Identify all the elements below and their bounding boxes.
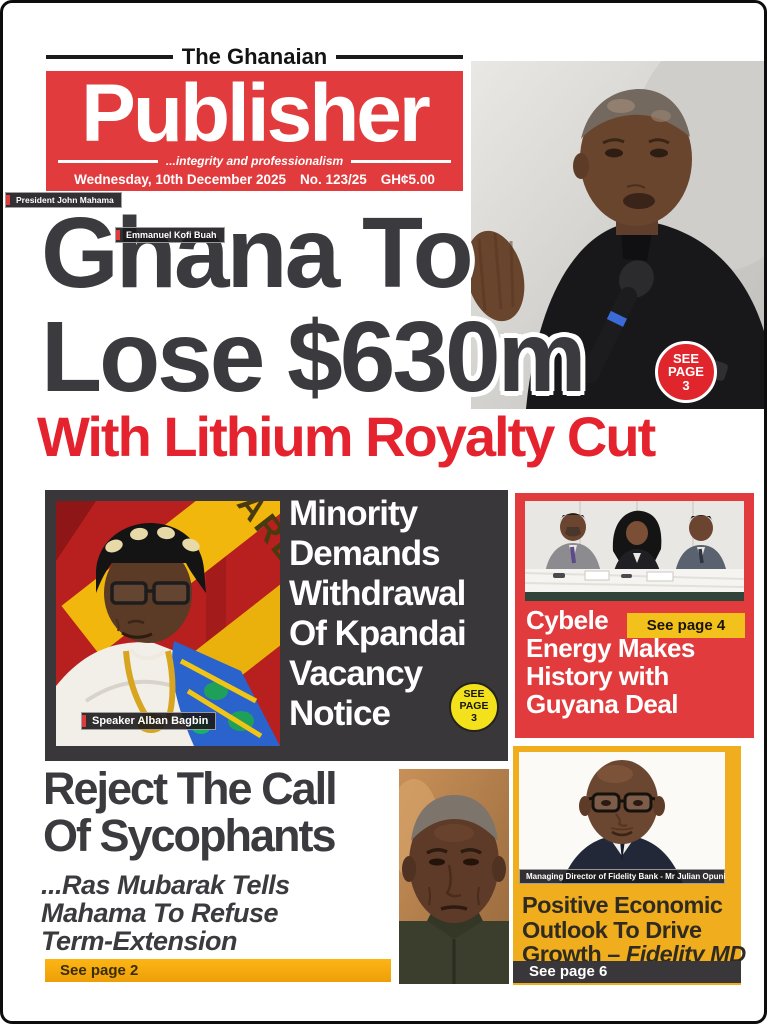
minority-headline-line: Minority [289, 494, 418, 533]
fidelity-see-page-bar: See page 6 [513, 961, 741, 983]
minority-photo-caption: Speaker Alban Bagbin [81, 712, 217, 730]
cybele-headline-line: Guyana Deal [526, 689, 679, 719]
lead-headline-line2: Lose $630m [41, 301, 587, 413]
masthead-price: GH¢5.00 [380, 172, 435, 187]
caption-accent [6, 195, 10, 205]
minority-photo: PARLI GH [56, 501, 280, 746]
fidelity-photo-caption-text: Managing Director of Fidelity Bank - Mr … [526, 872, 726, 881]
tagline-rule-right [351, 159, 451, 163]
fidelity-photo [519, 752, 725, 884]
badge-line: 3 [471, 711, 477, 724]
fidelity-photo-caption: Managing Director of Fidelity Bank - Mr … [519, 869, 726, 884]
masthead-kicker: The Ghanaian [181, 44, 328, 69]
lead-subheadline: With Lithium Royalty Cut [37, 405, 656, 468]
masthead-kicker-row: The Ghanaian [46, 44, 464, 69]
lead-see-page-badge: SEE PAGE 3 [655, 341, 717, 403]
cybele-see-page-badge: See page 4 [627, 613, 745, 638]
masthead-dateline: Wednesday, 10th December 2025 No. 123/25 G… [46, 172, 463, 187]
sycophants-headline: Reject The Call Of Sycophants [43, 763, 338, 861]
badge-line: 3 [682, 377, 690, 393]
lead-headline-line1: Ghana To [41, 197, 474, 309]
cybele-story-panel: See page 4 Cybele Energy Makes History w… [515, 493, 754, 738]
badge-line: PAGE [459, 700, 489, 713]
tagline-rule-left [58, 159, 158, 163]
caption-accent [116, 230, 120, 240]
masthead-date: Wednesday, 10th December 2025 [74, 172, 286, 187]
mahama-photo-illustration [399, 769, 509, 984]
cybele-headline-line: Cybele [526, 605, 609, 635]
cybele-headline-line: History with [526, 661, 669, 691]
masthead-tagline: ...integrity and professionalism [165, 154, 344, 168]
lead-photo-caption: Emmanuel Kofi Buah [115, 227, 225, 243]
cybele-photo-illustration [525, 501, 744, 601]
fidelity-headline-line: Outlook To Drive [522, 916, 702, 943]
masthead-title: Publisher [81, 71, 431, 159]
cybele-headline-line: Energy Makes [526, 633, 695, 663]
sycophants-subheadline-line: Term-Extension [41, 926, 238, 956]
minority-headline: Minority Demands Withdrawal Of Kpandai V… [289, 494, 467, 734]
caption-accent [82, 715, 86, 727]
minority-headline-line: Notice [289, 694, 391, 733]
mahama-photo-caption-text: President John Mahama [16, 195, 114, 205]
masthead-tagline-row: ...integrity and professionalism [58, 154, 451, 168]
cybele-photo [525, 501, 744, 601]
sycophants-subheadline: ...Ras Mubarak Tells Mahama To Refuse Te… [41, 871, 290, 955]
fidelity-photo-illustration [519, 752, 725, 884]
kicker-rule-left [46, 55, 173, 59]
sycophants-headline-line: Of Sycophants [43, 810, 337, 861]
cybele-headline: Cybele Energy Makes History with Guyana … [526, 606, 695, 718]
mahama-photo [399, 769, 509, 984]
minority-headline-line: Of Kpandai [289, 614, 467, 653]
lead-photo-caption-text: Emmanuel Kofi Buah [126, 230, 217, 240]
badge-line: SEE [672, 350, 699, 366]
fidelity-headline-line: Positive Economic [522, 892, 723, 918]
fidelity-story-panel: Managing Director of Fidelity Bank - Mr … [513, 746, 746, 985]
minority-see-page-badge: SEE PAGE 3 [449, 682, 499, 732]
minority-headline-line: Withdrawal [289, 574, 466, 613]
masthead: Publisher ...integrity and professionali… [46, 71, 463, 191]
mahama-photo-caption: President John Mahama [5, 192, 122, 208]
sycophants-headline-line: Reject The Call [43, 763, 338, 814]
masthead-issue-no: No. 123/25 [300, 172, 367, 187]
sycophants-see-page-bar: See page 2 [45, 959, 391, 982]
sycophants-subheadline-line: ...Ras Mubarak Tells [41, 870, 290, 900]
minority-story-panel: PARLI GH [45, 490, 508, 761]
fidelity-headline: Positive Economic Outlook To Drive Growt… [522, 893, 746, 967]
sycophants-subheadline-line: Mahama To Refuse [41, 898, 279, 928]
minority-photo-caption-text: Speaker Alban Bagbin [92, 715, 209, 727]
minority-headline-line: Vacancy [289, 654, 423, 693]
minority-photo-illustration: PARLI GH [56, 501, 280, 746]
badge-line: PAGE [668, 364, 704, 380]
kicker-rule-right [336, 55, 464, 59]
badge-line: SEE [463, 688, 485, 701]
minority-headline-line: Demands [289, 534, 441, 573]
